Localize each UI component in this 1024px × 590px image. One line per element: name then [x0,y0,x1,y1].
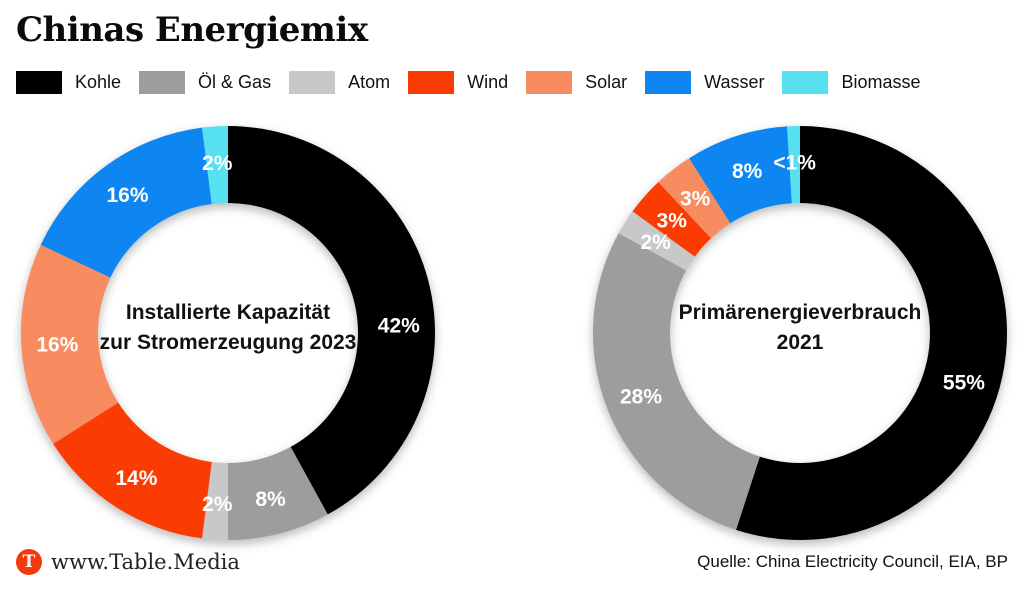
slice-kohle [736,126,1007,540]
slice-biomasse [787,126,800,204]
brand: T www.Table.Media [16,549,240,575]
table-media-logo-icon: T [16,549,42,575]
biomasse-swatch [782,71,829,94]
legend-label-solar: Solar [585,72,628,92]
legend-item-oel-gas: Öl & Gas [139,71,271,94]
slice-oel-gas [228,446,328,540]
slice-solar [658,158,731,239]
legend-item-solar: Solar [526,71,627,94]
slice-label-biomasse: <1% [773,152,816,175]
legend-label-wasser: Wasser [704,72,765,92]
slice-solar [20,244,119,444]
slice-label-kohle: 55% [943,371,985,394]
legend-item-wind: Wind [408,71,508,94]
legend-label-oel-gas: Öl & Gas [198,72,272,92]
legend-item-kohle: Kohle [16,71,121,94]
slice-wasser [689,126,792,224]
donut-chart-installed-capacity: 42% 8% 2% 14% 16% 16% 2% Installierte Kapazitä… [18,123,438,543]
legend: Kohle Öl & Gas Atom Wind Solar Wasser Biomasse [16,71,939,94]
slice-wasser [40,127,212,278]
legend-label-kohle: Kohle [75,72,122,92]
slice-wind [53,402,212,539]
slice-oel-gas [592,233,760,530]
wind-swatch [408,71,455,94]
slice-label-oel-gas: 8% [255,488,286,511]
slice-label-wasser: 8% [732,160,763,183]
legend-label-biomasse: Biomasse [841,72,921,92]
slice-label-wasser: 16% [106,184,148,207]
source-note: Quelle: China Electricity Council, EIA, … [697,552,1008,571]
slice-label-solar: 3% [680,187,711,210]
legend-label-wind: Wind [467,72,509,92]
slice-biomasse [202,126,228,205]
slice-label-kohle: 42% [378,315,420,338]
oel-gas-swatch [139,71,186,94]
slice-label-atom: 2% [202,493,233,516]
page-title: Chinas Energiemix [16,10,368,50]
slice-atom [618,211,695,271]
slice-atom [202,461,228,540]
slice-label-biomasse: 2% [202,152,233,175]
legend-item-biomasse: Biomasse [782,71,921,94]
atom-swatch [289,71,336,94]
donut-svg-installed-capacity: 42% 8% 2% 14% 16% 16% 2% [20,126,436,540]
donut-svg-primary-energy: 55%28%2%3%3%8% <1% [592,126,1007,540]
legend-item-wasser: Wasser [645,71,764,94]
legend-item-atom: Atom [289,71,390,94]
brand-url: www.Table.Media [51,550,240,574]
slice-label-solar: 16% [36,333,78,356]
slice-kohle [228,126,436,515]
footer: T www.Table.Media Quelle: China Electric… [16,546,1008,578]
solar-swatch [526,71,573,94]
donut-chart-primary-energy: 55% 28% 2% 3% 3% 8% <1% Primärenergieverbrauch… [590,123,1010,543]
slice-label-oel-gas: 28% [620,386,662,409]
slice-wind [632,182,712,257]
legend-label-atom: Atom [348,72,391,92]
slice-label-atom: 2% [640,231,671,254]
slice-label-wind: 3% [657,209,688,232]
kohle-swatch [16,71,62,94]
wasser-swatch [645,71,692,94]
slice-label-wind: 14% [115,467,157,490]
